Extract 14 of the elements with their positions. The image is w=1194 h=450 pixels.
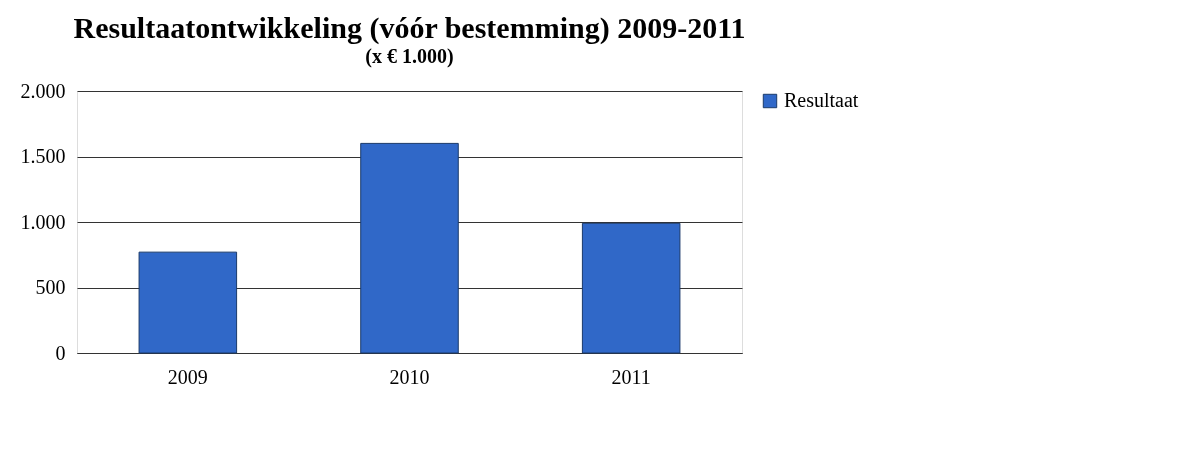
- bar: [138, 251, 238, 354]
- legend-label: Resultaat: [784, 89, 859, 111]
- bar: [360, 142, 459, 354]
- chart-subtitle: (x € 1.000): [365, 45, 454, 68]
- y-tick-label: 1.500: [20, 145, 66, 167]
- y-tick-label: 0: [55, 341, 66, 364]
- x-tick-label: 2009: [167, 365, 208, 388]
- x-tick-label: 2011: [611, 365, 651, 388]
- x-tick-label: 2010: [389, 365, 430, 388]
- y-tick-label: 500: [35, 276, 66, 298]
- y-tick-label: 1.000: [20, 210, 66, 233]
- y-tick-label: 2.000: [20, 79, 66, 102]
- chart-title: Resultaatontwikkeling (vóór bestemming) 2009-2011: [73, 11, 746, 45]
- bar: [581, 222, 681, 354]
